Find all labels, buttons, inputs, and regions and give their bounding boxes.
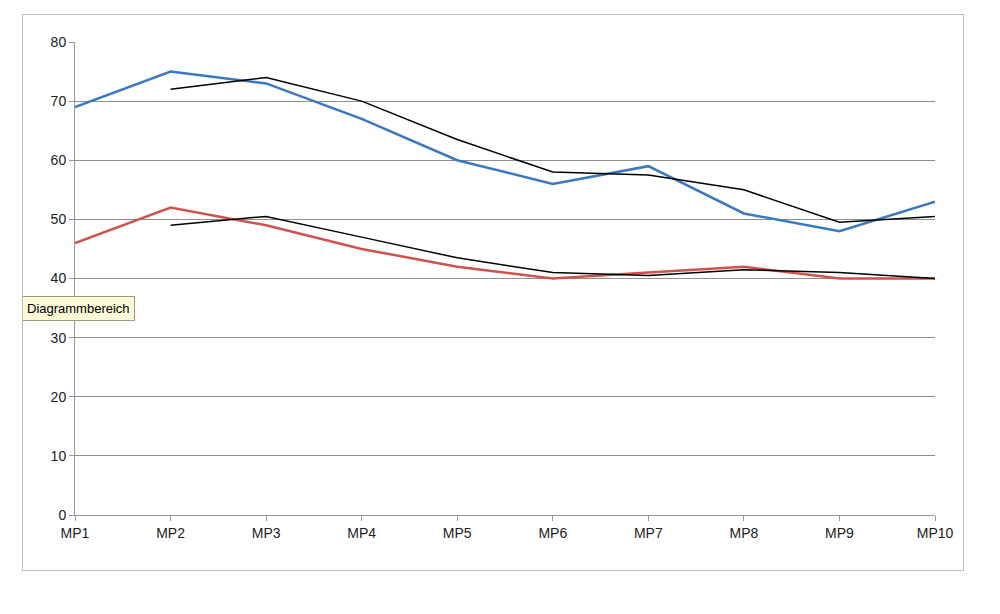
svg-text:MP2: MP2 — [156, 525, 185, 541]
svg-text:MP5: MP5 — [443, 525, 472, 541]
svg-text:MP9: MP9 — [825, 525, 854, 541]
svg-text:MP10: MP10 — [917, 525, 954, 541]
svg-text:Diagrammbereich: Diagrammbereich — [27, 301, 130, 316]
svg-text:30: 30 — [51, 330, 67, 346]
svg-text:MP8: MP8 — [729, 525, 758, 541]
svg-text:10: 10 — [51, 448, 67, 464]
svg-text:MP4: MP4 — [347, 525, 376, 541]
svg-text:0: 0 — [58, 507, 66, 523]
svg-text:MP1: MP1 — [61, 525, 90, 541]
svg-text:MP7: MP7 — [634, 525, 663, 541]
svg-text:60: 60 — [51, 152, 67, 168]
svg-text:40: 40 — [51, 270, 67, 286]
svg-text:MP3: MP3 — [252, 525, 281, 541]
svg-text:MP6: MP6 — [538, 525, 567, 541]
svg-text:20: 20 — [51, 389, 67, 405]
svg-text:80: 80 — [51, 34, 67, 50]
svg-text:70: 70 — [51, 93, 67, 109]
svg-text:50: 50 — [51, 211, 67, 227]
